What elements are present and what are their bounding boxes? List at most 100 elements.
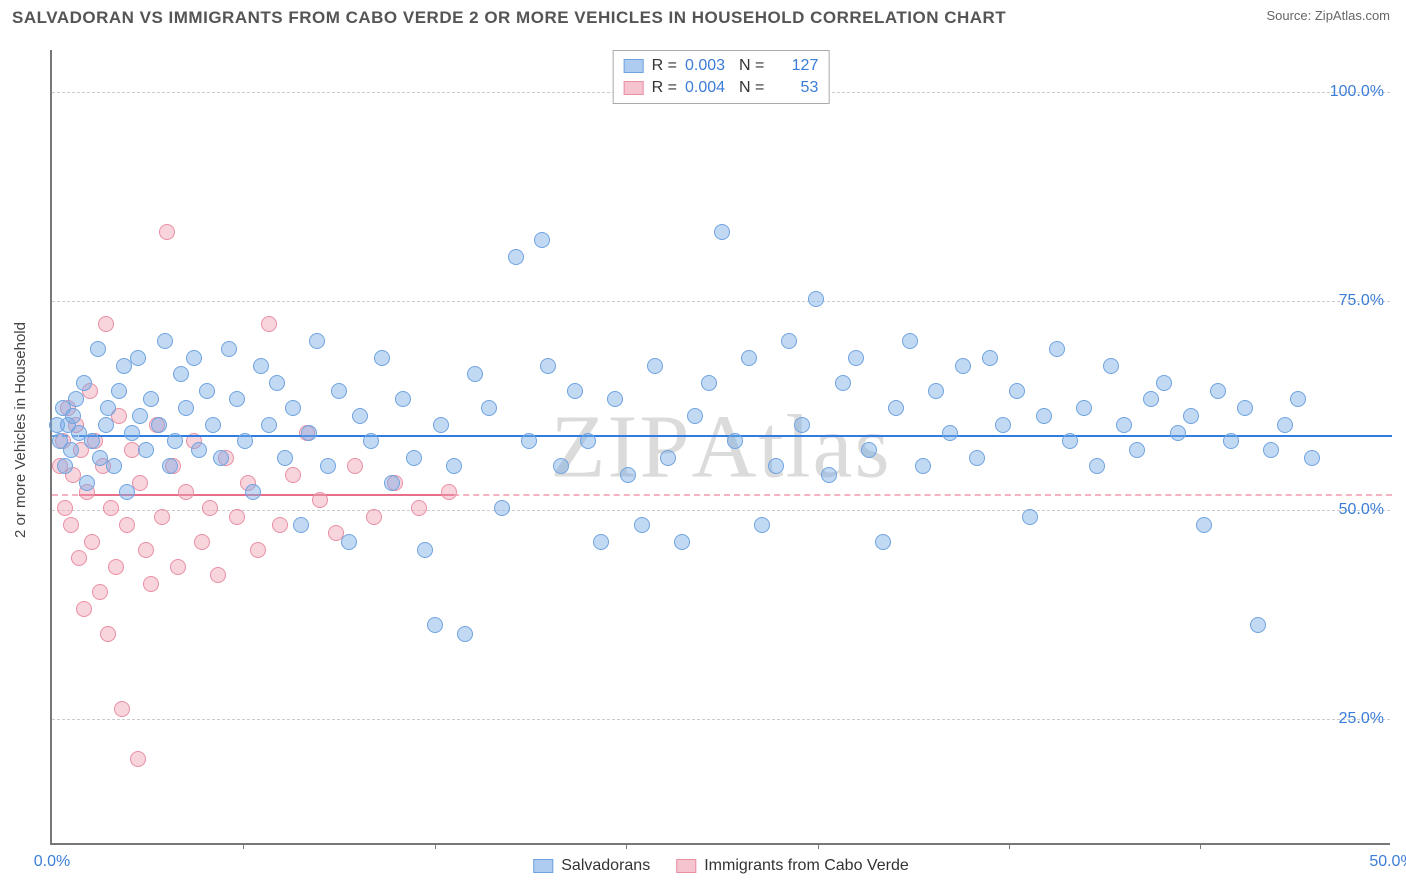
data-point (928, 383, 944, 399)
data-point (540, 358, 556, 374)
y-tick-label: 100.0% (1330, 83, 1384, 101)
data-point (1277, 417, 1293, 433)
data-point (250, 542, 266, 558)
legend-swatch (533, 859, 553, 873)
data-point (347, 458, 363, 474)
data-point (395, 391, 411, 407)
data-point (76, 601, 92, 617)
data-point (567, 383, 583, 399)
data-point (794, 417, 810, 433)
data-point (417, 542, 433, 558)
data-point (875, 534, 891, 550)
data-point (285, 467, 301, 483)
data-point (741, 350, 757, 366)
x-minor-tick (626, 843, 627, 849)
data-point (384, 475, 400, 491)
data-point (467, 366, 483, 382)
data-point (199, 383, 215, 399)
y-axis-title: 2 or more Vehicles in Household (12, 322, 29, 538)
data-point (363, 433, 379, 449)
data-point (1263, 442, 1279, 458)
data-point (1076, 400, 1092, 416)
data-point (154, 509, 170, 525)
legend-n-value: 53 (772, 79, 818, 97)
data-point (57, 458, 73, 474)
data-point (481, 400, 497, 416)
data-point (955, 358, 971, 374)
legend-r-value: 0.004 (685, 79, 731, 97)
data-point (320, 458, 336, 474)
data-point (521, 433, 537, 449)
data-point (253, 358, 269, 374)
data-point (103, 500, 119, 516)
data-point (143, 576, 159, 592)
data-point (1009, 383, 1025, 399)
data-point (861, 442, 877, 458)
data-point (674, 534, 690, 550)
data-point (98, 316, 114, 332)
data-point (406, 450, 422, 466)
x-minor-tick (1009, 843, 1010, 849)
data-point (143, 391, 159, 407)
data-point (173, 366, 189, 382)
data-point (84, 534, 100, 550)
data-point (68, 391, 84, 407)
data-point (374, 350, 390, 366)
data-point (108, 559, 124, 575)
data-point (170, 559, 186, 575)
data-point (969, 450, 985, 466)
data-point (647, 358, 663, 374)
data-point (63, 517, 79, 533)
data-point (293, 517, 309, 533)
data-point (186, 350, 202, 366)
data-point (237, 433, 253, 449)
data-point (768, 458, 784, 474)
data-point (124, 425, 140, 441)
data-point (1103, 358, 1119, 374)
data-point (71, 550, 87, 566)
data-point (714, 224, 730, 240)
data-point (634, 517, 650, 533)
data-point (194, 534, 210, 550)
data-point (366, 509, 382, 525)
data-point (1170, 425, 1186, 441)
scatter-chart: ZIPAtlas R =0.003N =127R =0.004N =53 Sal… (50, 50, 1390, 845)
data-point (114, 701, 130, 717)
data-point (178, 484, 194, 500)
legend-r-label: R = (652, 57, 677, 75)
data-point (151, 417, 167, 433)
data-point (580, 433, 596, 449)
data-point (446, 458, 462, 474)
data-point (79, 475, 95, 491)
data-point (1062, 433, 1078, 449)
data-point (441, 484, 457, 500)
data-point (888, 400, 904, 416)
data-point (191, 442, 207, 458)
data-point (687, 408, 703, 424)
data-point (620, 467, 636, 483)
y-tick-label: 50.0% (1339, 501, 1384, 519)
legend-correlation: R =0.003N =127R =0.004N =53 (613, 50, 830, 104)
data-point (1116, 417, 1132, 433)
data-point (57, 500, 73, 516)
data-point (701, 375, 717, 391)
data-point (130, 350, 146, 366)
data-point (352, 408, 368, 424)
data-point (494, 500, 510, 516)
data-point (995, 417, 1011, 433)
legend-row: R =0.003N =127 (624, 55, 819, 77)
x-tick-label: 0.0% (34, 853, 70, 871)
data-point (508, 249, 524, 265)
data-point (84, 433, 100, 449)
x-minor-tick (818, 843, 819, 849)
data-point (245, 484, 261, 500)
data-point (309, 333, 325, 349)
data-point (1237, 400, 1253, 416)
trend-line (79, 494, 454, 496)
data-point (210, 567, 226, 583)
data-point (1250, 617, 1266, 633)
legend-row: R =0.004N =53 (624, 77, 819, 99)
legend-swatch (624, 81, 644, 95)
data-point (457, 626, 473, 642)
data-point (261, 316, 277, 332)
